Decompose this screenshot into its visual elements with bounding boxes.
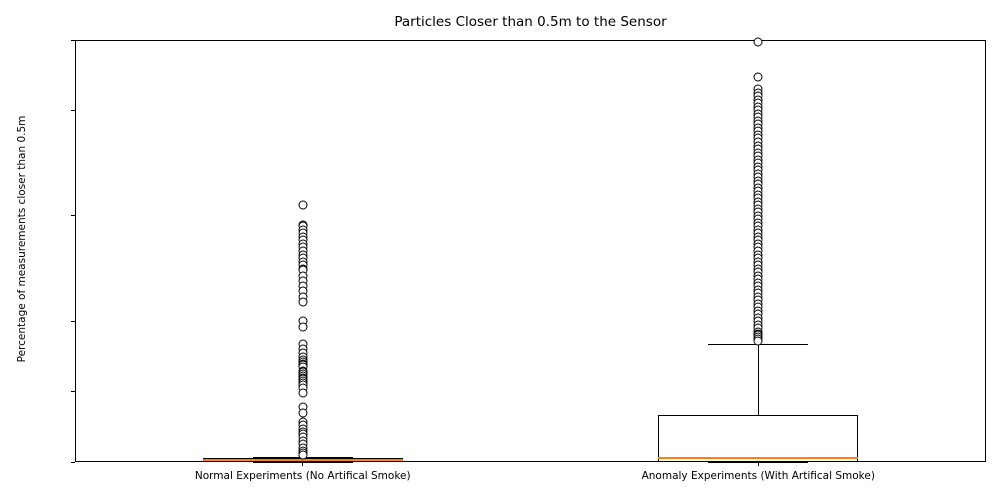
outlier-marker (298, 388, 308, 398)
whisker-upper (757, 344, 759, 415)
outlier-marker (298, 408, 308, 418)
outlier-marker (753, 336, 763, 346)
x-tick-mark (302, 462, 304, 466)
y-tick-mark (71, 39, 75, 41)
y-tick-mark (71, 391, 75, 393)
outlier-marker (298, 297, 308, 307)
y-tick-mark (71, 109, 75, 111)
outlier-marker (753, 37, 763, 47)
x-tick-mark (757, 462, 759, 466)
x-tick-label: Anomaly Experiments (With Artifical Smok… (641, 470, 875, 482)
cap-lower (252, 462, 353, 464)
outlier-marker (298, 200, 308, 210)
outlier-marker (753, 72, 763, 82)
y-axis-label: Percentage of measurements closer than 0… (16, 115, 28, 363)
outlier-marker (298, 450, 308, 460)
x-tick-label: Normal Experiments (No Artifical Smoke) (194, 470, 411, 482)
box-iqr (658, 414, 859, 462)
cap-lower (708, 462, 809, 464)
plot-area (75, 40, 986, 462)
y-tick-mark (71, 461, 75, 463)
chart-title: Particles Closer than 0.5m to the Sensor (394, 14, 667, 30)
outlier-marker (298, 322, 308, 332)
y-tick-mark (71, 320, 75, 322)
median-line (658, 456, 859, 459)
y-tick-mark (71, 215, 75, 217)
median-line (202, 459, 403, 462)
